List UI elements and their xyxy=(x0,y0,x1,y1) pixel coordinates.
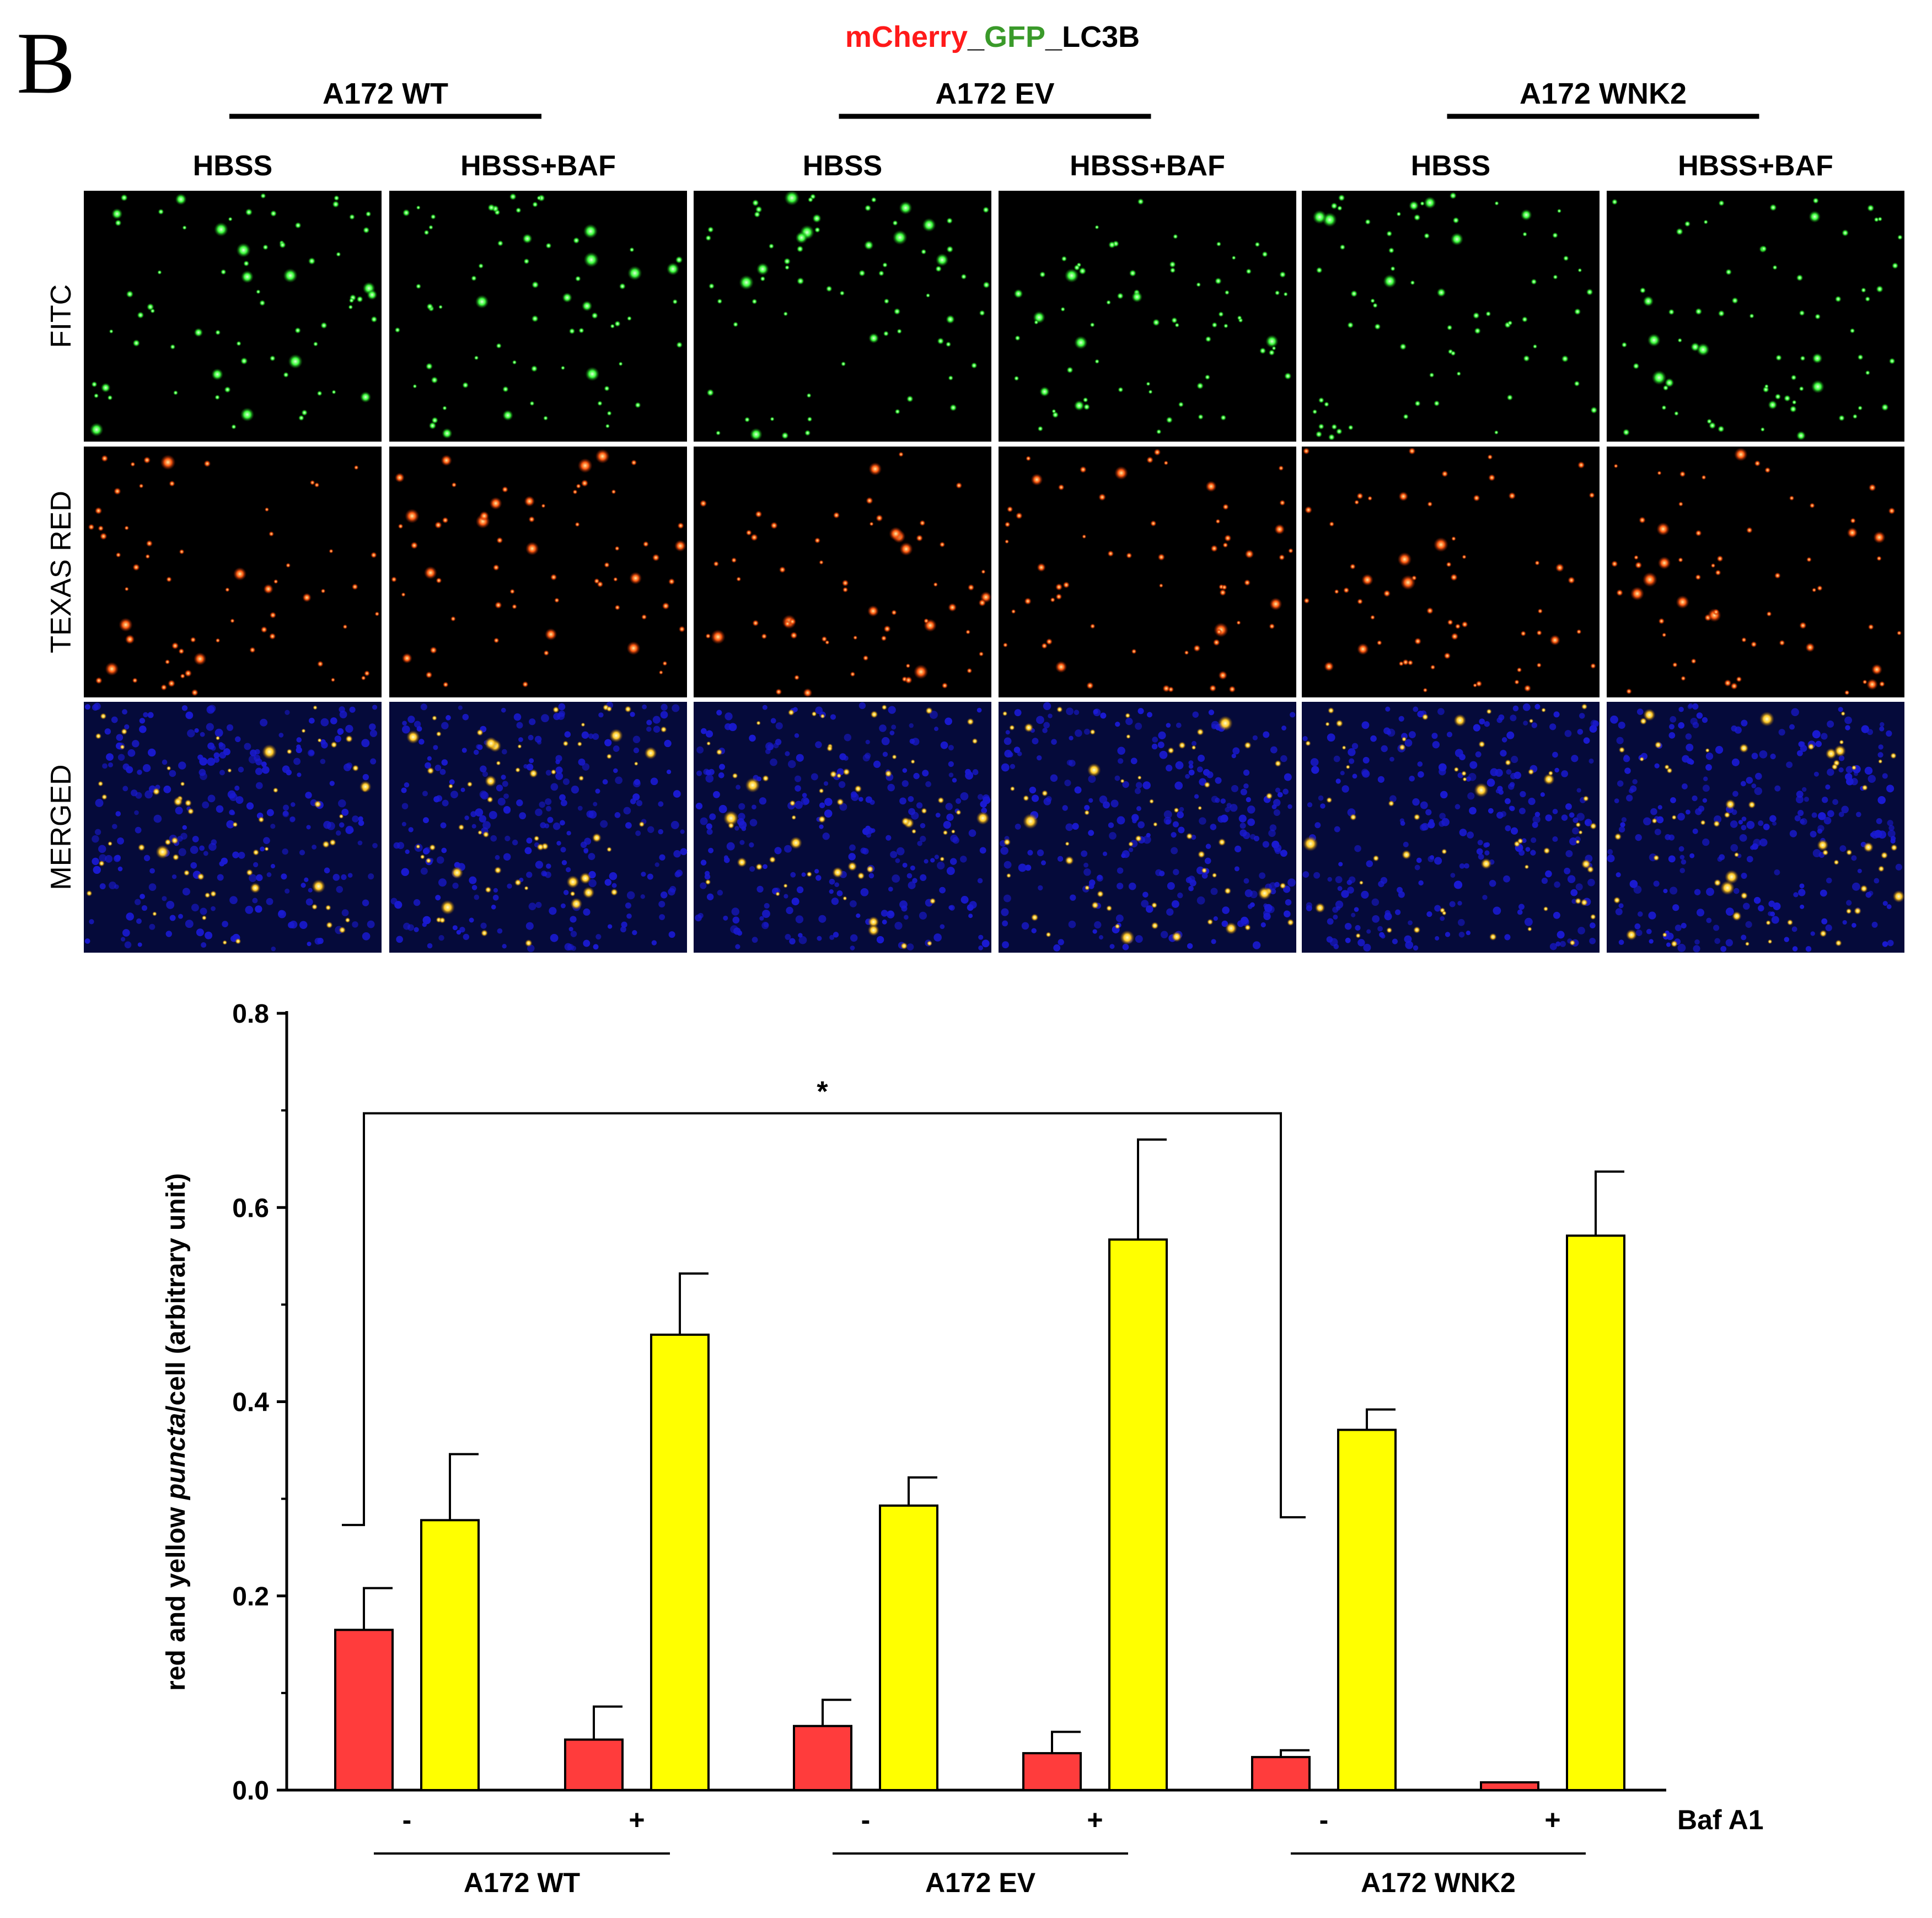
construct-title: mCherry_GFP_LC3B xyxy=(845,20,1140,53)
condition-label-3: HBSS xyxy=(803,150,882,182)
baf-sign-2: + xyxy=(629,1804,645,1835)
condition-label-4: HBSS+BAF xyxy=(1070,150,1225,182)
red-bar-5 xyxy=(1251,1756,1311,1791)
construct-sep-2: _ xyxy=(1045,20,1062,53)
yellow-bar-6 xyxy=(1566,1234,1625,1791)
condition-label-6: HBSS+BAF xyxy=(1678,150,1833,182)
group-header-1: A172 WT xyxy=(323,77,448,110)
construct-gfp: GFP xyxy=(984,20,1045,53)
image-tile-merged-2 xyxy=(389,701,688,953)
image-tile-texas-5 xyxy=(1302,447,1600,697)
y-axis-label-part-1: puncta xyxy=(162,1413,191,1501)
row-label-merged: MERGED xyxy=(45,764,77,890)
microscopy-headers: A172 WT A172 EV A172 WNK2 HBSS HBSS+BAF HBSS H… xyxy=(45,77,1833,890)
image-tile-fitc-3 xyxy=(694,190,991,442)
image-tile-fitc-2 xyxy=(389,191,687,442)
bar-pair-3 xyxy=(793,1476,938,1792)
bar-pair-2 xyxy=(564,1272,710,1792)
y-tick-label-0: 0.0 xyxy=(232,1776,269,1806)
red-bar-4 xyxy=(1022,1752,1082,1792)
baf-sign-6: + xyxy=(1544,1804,1560,1835)
bar-pair-5 xyxy=(1251,1408,1397,1791)
bar-pair-1 xyxy=(334,1453,480,1792)
image-tile-texas-1 xyxy=(84,447,382,697)
y-tick-label-1: 0.2 xyxy=(232,1582,269,1611)
significance-label: * xyxy=(817,1076,828,1108)
red-bar-2 xyxy=(564,1738,624,1792)
group-header-3: A172 WNK2 xyxy=(1520,77,1687,110)
x-group-label-2: A172 EV xyxy=(925,1867,1036,1898)
condition-label-1: HBSS xyxy=(193,150,272,182)
red-bar-3 xyxy=(793,1724,852,1792)
image-tile-texas-6 xyxy=(1607,447,1904,697)
group-header-2: A172 EV xyxy=(935,77,1054,110)
construct-mcherry: mCherry xyxy=(845,20,968,53)
bar-chart: 0.0 0.2 0.4 0.6 0.8 red and yellow puncta/cel… xyxy=(162,1000,1764,1898)
image-tile-merged-1 xyxy=(84,702,382,953)
yellow-bar-1 xyxy=(420,1519,480,1792)
bar-pair-4 xyxy=(1022,1138,1168,1792)
baf-label: Baf A1 xyxy=(1677,1804,1764,1835)
image-tile-texas-4 xyxy=(999,447,1296,697)
y-axis-label: red and yellow puncta/cell (arbitrary un… xyxy=(162,1173,191,1691)
y-axis-label-part-0: red and yellow xyxy=(162,1500,191,1691)
construct-sep-1: _ xyxy=(967,20,985,53)
image-tile-merged-5 xyxy=(1302,702,1600,953)
image-tile-merged-6 xyxy=(1607,702,1905,953)
significance-bracket: * xyxy=(342,1076,1306,1527)
image-tile-fitc-6 xyxy=(1607,191,1904,442)
image-tile-merged-4 xyxy=(999,702,1296,953)
y-axis-label-part-2: /cell (arbitrary unit) xyxy=(162,1173,191,1413)
image-tile-merged-3 xyxy=(694,702,991,953)
row-label-texas: TEXAS RED xyxy=(45,491,77,653)
image-tile-texas-2 xyxy=(389,447,687,697)
construct-lc3b: LC3B xyxy=(1062,20,1140,53)
image-tile-fitc-1 xyxy=(84,191,382,442)
y-tick-label-2: 0.4 xyxy=(232,1388,269,1417)
y-tick-label-4: 0.8 xyxy=(232,1000,269,1029)
red-bar-6 xyxy=(1480,1781,1539,1791)
baf-sign-5: - xyxy=(1319,1804,1329,1835)
y-tick-label-3: 0.6 xyxy=(232,1194,269,1223)
yellow-bar-3 xyxy=(879,1504,938,1792)
yellow-bar-4 xyxy=(1108,1238,1168,1792)
image-tile-fitc-5 xyxy=(1302,191,1600,442)
baf-sign-3: - xyxy=(861,1804,871,1835)
red-bar-1 xyxy=(334,1629,394,1792)
panel-letter: B xyxy=(17,14,76,112)
baf-sign-1: - xyxy=(402,1804,412,1835)
x-group-label-1: A172 WT xyxy=(464,1867,580,1898)
condition-label-5: HBSS xyxy=(1411,150,1490,182)
yellow-bar-5 xyxy=(1337,1428,1397,1791)
baf-sign-4: + xyxy=(1087,1804,1103,1835)
row-label-fitc: FITC xyxy=(45,284,77,348)
x-group-label-3: A172 WNK2 xyxy=(1361,1867,1516,1898)
image-tile-fitc-4 xyxy=(999,191,1296,442)
yellow-bar-2 xyxy=(650,1333,710,1791)
image-tile-texas-3 xyxy=(694,447,992,698)
condition-label-2: HBSS+BAF xyxy=(460,150,616,182)
bar-pair-6 xyxy=(1480,1170,1625,1791)
microscopy-grid xyxy=(84,190,1905,953)
